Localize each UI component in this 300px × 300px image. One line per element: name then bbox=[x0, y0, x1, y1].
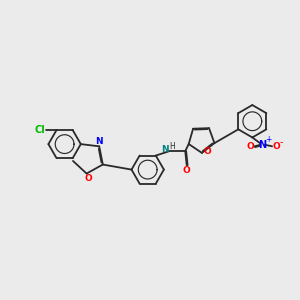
Text: N: N bbox=[259, 140, 267, 150]
Text: +: + bbox=[265, 135, 271, 144]
Text: O: O bbox=[183, 166, 190, 175]
Text: H: H bbox=[169, 142, 175, 151]
Text: N: N bbox=[95, 136, 103, 146]
Text: O: O bbox=[272, 142, 280, 151]
Text: O: O bbox=[84, 174, 92, 183]
Text: Cl: Cl bbox=[35, 125, 46, 135]
Text: O: O bbox=[203, 147, 211, 156]
Text: N: N bbox=[161, 145, 169, 154]
Text: -: - bbox=[279, 137, 283, 147]
Text: O: O bbox=[247, 142, 255, 151]
